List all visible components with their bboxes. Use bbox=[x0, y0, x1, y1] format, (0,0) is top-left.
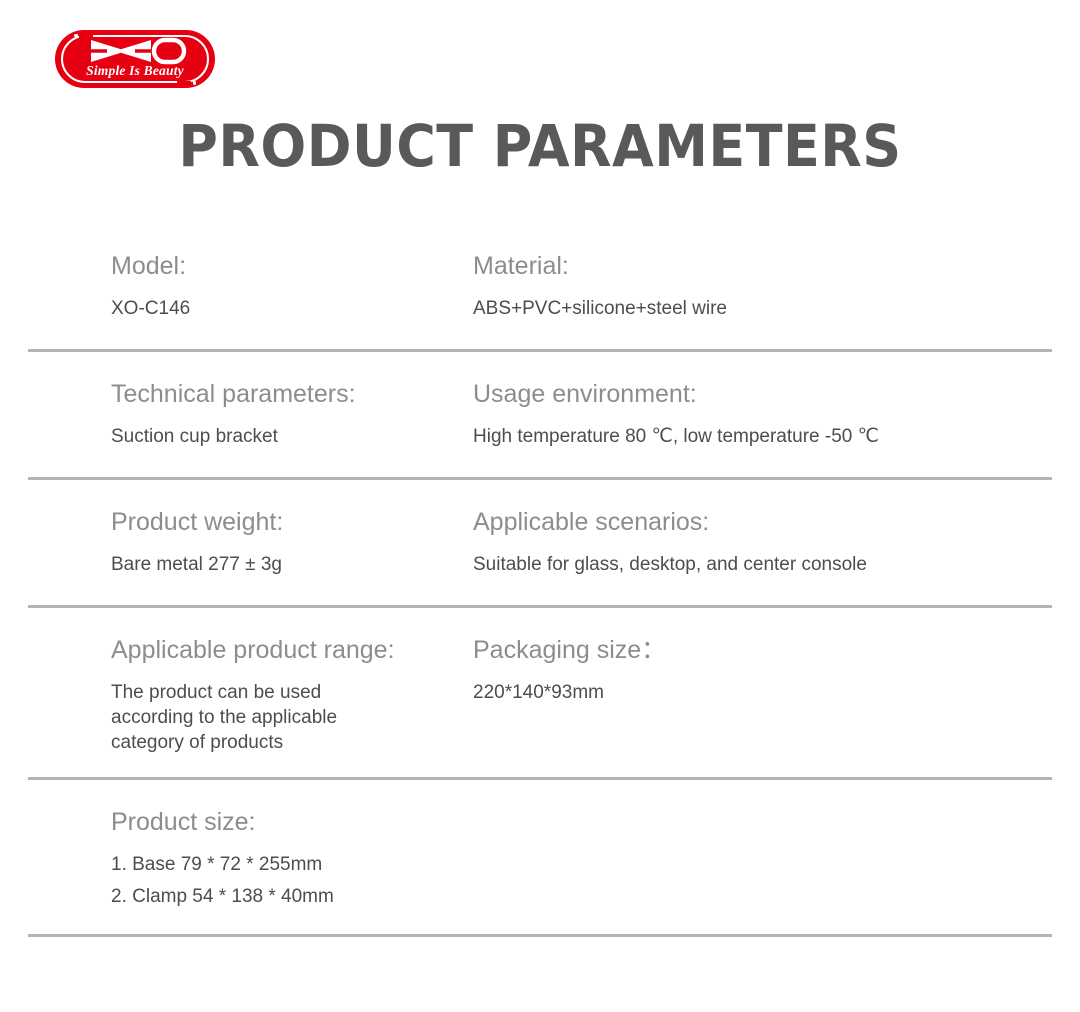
logo-ring-gap-topleft bbox=[79, 32, 93, 38]
spec-value-line: High temperature 80 ℃, low temperature -… bbox=[473, 426, 879, 448]
logo-ring-dot-topleft bbox=[74, 33, 78, 37]
spec-value-line: 2. Clamp 54 * 138 * 40mm bbox=[111, 885, 334, 907]
spec-value: ABS+PVC+silicone+steel wire bbox=[473, 296, 1052, 321]
table-row: Applicable product range: The product ca… bbox=[28, 608, 1052, 781]
spec-value-line: ABS+PVC+silicone+steel wire bbox=[473, 298, 727, 319]
spec-value: 220*140*93mm bbox=[473, 680, 1052, 705]
table-row: Product weight: Bare metal 277 ± 3g Appl… bbox=[28, 480, 1052, 609]
spec-cell-product-size: Product size: 1. Base 79 * 72 * 255mm 2.… bbox=[28, 810, 473, 908]
spec-label: Material: bbox=[473, 252, 569, 280]
spec-value: 1. Base 79 * 72 * 255mm 2. Clamp 54 * 13… bbox=[111, 852, 473, 908]
page-title: PRODUCT PARAMETERS bbox=[178, 112, 902, 180]
spec-value-line: 1. Base 79 * 72 * 255mm bbox=[111, 854, 323, 876]
spec-label: Applicable product range: bbox=[111, 636, 395, 665]
table-row: Model: XO-C146 Material: ABS+PVC+silicon… bbox=[28, 232, 1052, 353]
spec-value-line: The product can be used bbox=[111, 682, 322, 704]
spec-label: Product weight: bbox=[111, 508, 284, 537]
spec-value-line: XO-C146 bbox=[111, 298, 191, 319]
spec-cell-packaging-size: Packaging size： 220*140*93mm bbox=[473, 638, 1052, 705]
spec-value-line: Suction cup bracket bbox=[111, 426, 278, 448]
table-row: Technical parameters: Suction cup bracke… bbox=[28, 352, 1052, 481]
spec-label: Usage environment: bbox=[473, 380, 697, 409]
logo-ring-dot-bottomright bbox=[192, 81, 196, 85]
spec-cell-usage-environment: Usage environment: High temperature 80 ℃… bbox=[473, 382, 1052, 449]
spec-cell-technical-parameters: Technical parameters: Suction cup bracke… bbox=[28, 382, 473, 449]
spec-label: Model: bbox=[111, 252, 187, 280]
logo-tagline: Simple Is Beauty bbox=[86, 63, 184, 78]
spec-label: Applicable scenarios: bbox=[473, 508, 710, 537]
spec-value: Suitable for glass, desktop, and center … bbox=[473, 552, 1052, 577]
spec-label: Packaging size： bbox=[473, 636, 667, 665]
spec-value-line: Suitable for glass, desktop, and center … bbox=[473, 554, 867, 576]
spec-value-line: Bare metal 277 ± 3g bbox=[111, 554, 282, 576]
spec-value: XO-C146 bbox=[111, 296, 473, 321]
logo-ring-gap-bottomright bbox=[177, 80, 191, 86]
spec-value-line: 220*140*93mm bbox=[473, 682, 604, 704]
product-parameters-table: Model: XO-C146 Material: ABS+PVC+silicon… bbox=[28, 232, 1052, 937]
spec-cell-product-weight: Product weight: Bare metal 277 ± 3g bbox=[28, 510, 473, 577]
spec-value: Bare metal 277 ± 3g bbox=[111, 552, 473, 577]
spec-value-line: category of products bbox=[111, 732, 284, 754]
spec-cell-material: Material: ABS+PVC+silicone+steel wire bbox=[473, 254, 1052, 321]
logo-inner-ring bbox=[61, 35, 209, 83]
spec-label: Technical parameters: bbox=[111, 380, 356, 409]
table-row: Product size: 1. Base 79 * 72 * 255mm 2.… bbox=[28, 780, 1052, 937]
spec-cell-applicable-scenarios: Applicable scenarios: Suitable for glass… bbox=[473, 510, 1052, 577]
spec-value: Suction cup bracket bbox=[111, 424, 473, 449]
brand-logo: Simple Is Beauty bbox=[55, 30, 215, 88]
spec-label: Product size: bbox=[111, 808, 256, 837]
xo-wordmark-icon bbox=[91, 37, 187, 65]
spec-cell-model: Model: XO-C146 bbox=[28, 254, 473, 321]
spec-value-line: according to the applicable bbox=[111, 707, 338, 729]
spec-cell-applicable-product-range: Applicable product range: The product ca… bbox=[28, 638, 473, 755]
spec-value: High temperature 80 ℃, low temperature -… bbox=[473, 424, 1052, 449]
spec-value: The product can be used according to the… bbox=[111, 680, 473, 755]
